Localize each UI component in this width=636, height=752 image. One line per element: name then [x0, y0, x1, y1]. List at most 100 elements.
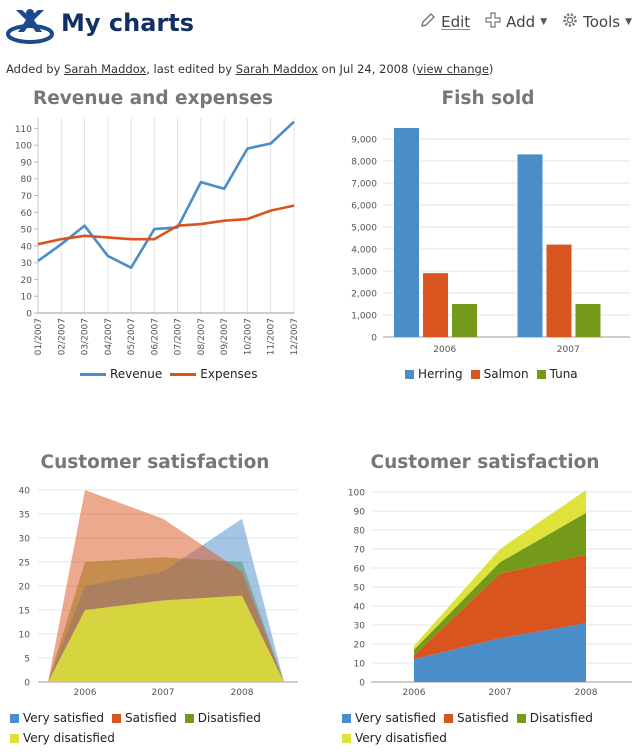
series-line-revenue	[37, 120, 295, 269]
bar-herring-2007	[517, 154, 543, 337]
x-tick-label: 2006	[74, 688, 97, 698]
legend-swatch	[470, 369, 480, 379]
y-tick-label: 4,000	[351, 246, 377, 256]
stacked-area-satisfied	[414, 554, 586, 660]
y-tick-label: 10	[19, 631, 31, 641]
y-tick-label: 50	[21, 226, 33, 236]
y-tick-label: 30	[19, 535, 31, 545]
view-change-link[interactable]: view change	[416, 62, 489, 76]
legend-label: Tuna	[549, 367, 578, 381]
legend-swatch	[170, 372, 197, 376]
edit-button[interactable]: Edit	[419, 10, 470, 34]
bar-tuna-2006	[452, 304, 477, 337]
x-tick-label: 2007	[489, 688, 512, 698]
pencil-icon	[419, 11, 441, 33]
legend-swatch	[10, 733, 19, 743]
plus-icon	[484, 11, 506, 33]
gear-icon	[561, 11, 583, 33]
y-tick-label: 60	[354, 565, 366, 575]
area-disatisfied	[48, 557, 284, 682]
page-toolbar: Edit Add ▼ Tools ▼	[405, 10, 632, 34]
y-tick-label: 50	[354, 584, 366, 594]
legend-item-disatisfied[interactable]: Disatisfied	[184, 708, 261, 728]
x-tick-label: 04/2007	[104, 318, 114, 355]
add-label: Add	[506, 13, 536, 31]
legend-swatch	[342, 733, 351, 743]
legend-item-very-disatisfied[interactable]: Very disatisfied	[10, 728, 115, 748]
legend-item-satisfied[interactable]: Satisfied	[111, 708, 177, 728]
meta-edited-by-text: , last edited by	[146, 62, 236, 76]
page-title: My charts	[61, 9, 194, 37]
y-tick-label: 5,000	[351, 224, 377, 234]
legend-item-salmon[interactable]: Salmon	[470, 364, 529, 384]
meta-suffix: )	[488, 62, 494, 76]
legend-swatch	[184, 713, 194, 723]
y-tick-label: 35	[19, 511, 30, 521]
y-tick-label: 40	[354, 603, 366, 613]
editor-link[interactable]: Sarah Maddox	[235, 62, 318, 76]
y-tick-label: 40	[21, 242, 33, 252]
y-tick-label: 1,000	[351, 312, 377, 322]
tools-menu-button[interactable]: Tools ▼	[561, 10, 632, 34]
stacked-area-very-satisfied	[414, 623, 586, 682]
legend-item-revenue[interactable]: Revenue	[80, 364, 162, 384]
chart-title-satisfaction-overlap: Customer satisfaction	[40, 452, 270, 473]
legend-label: Very disatisfied	[355, 731, 447, 745]
legend-swatch	[405, 369, 414, 379]
legend-item-tuna[interactable]: Tuna	[536, 364, 578, 384]
x-tick-label: 2007	[152, 688, 175, 698]
x-tick-label: 2008	[575, 688, 598, 698]
x-tick-label: 06/2007	[150, 318, 160, 355]
page-metadata: Added by Sarah Maddox, last edited by Sa…	[6, 62, 493, 76]
legend-label: Salmon	[483, 367, 529, 381]
legend-label: Very satisfied	[355, 711, 436, 725]
y-tick-label: 100	[348, 489, 365, 499]
chart-title-revenue: Revenue and expenses	[32, 88, 274, 109]
area-very-disatisfied	[48, 595, 284, 682]
chevron-down-icon: ▼	[625, 17, 632, 27]
legend-item-herring[interactable]: Herring	[405, 364, 463, 384]
x-tick-label: 2006	[403, 688, 426, 698]
legend-revenue-expenses: Revenue Expenses	[80, 364, 265, 384]
bar-herring-2006	[394, 128, 419, 337]
legend-label: Revenue	[110, 367, 163, 381]
legend-item-very-satisfied[interactable]: Very satisfied	[342, 708, 436, 728]
legend-label: Disatisfied	[197, 711, 261, 725]
area-satisfied	[48, 490, 284, 682]
legend-label: Satisfied	[124, 711, 177, 725]
stacked-area-disatisfied	[414, 512, 586, 656]
legend-label: Very disatisfied	[23, 731, 115, 745]
x-tick-label: 03/2007	[81, 318, 91, 355]
y-tick-label: 110	[15, 125, 32, 135]
legend-item-disatisfied[interactable]: Disatisfied	[516, 708, 593, 728]
y-tick-label: 0	[26, 310, 32, 320]
page-header: My charts Edit Add ▼ Tools ▼	[0, 0, 636, 56]
y-tick-label: 20	[19, 583, 31, 593]
legend-fish-sold: Herring Salmon Tuna	[405, 364, 586, 384]
y-tick-label: 6,000	[351, 202, 377, 212]
y-tick-label: 15	[19, 607, 30, 617]
y-tick-label: 25	[19, 559, 30, 569]
author-link[interactable]: Sarah Maddox	[64, 62, 147, 76]
y-tick-label: 70	[354, 546, 366, 556]
legend-item-satisfied[interactable]: Satisfied	[443, 708, 509, 728]
area-very-satisfied	[48, 518, 284, 682]
x-tick-label: 02/2007	[57, 318, 67, 355]
y-tick-label: 20	[21, 276, 33, 286]
x-tick-label: 11/2007	[267, 318, 277, 355]
y-tick-label: 0	[24, 679, 30, 689]
legend-item-expenses[interactable]: Expenses	[170, 364, 257, 384]
legend-item-very-disatisfied[interactable]: Very disatisfied	[342, 728, 447, 748]
y-tick-label: 10	[354, 660, 366, 670]
meta-date-text: on Jul 24, 2008 (	[317, 62, 417, 76]
chart-title-fish: Fish sold	[441, 88, 535, 109]
legend-item-very-satisfied[interactable]: Very satisfied	[10, 708, 104, 728]
y-tick-label: 10	[21, 293, 33, 303]
x-tick-label: 09/2007	[220, 318, 230, 355]
stacked-area-very-disatisfied	[414, 490, 586, 650]
confluence-x-logo[interactable]	[6, 6, 54, 44]
legend-label: Very satisfied	[23, 711, 104, 725]
add-menu-button[interactable]: Add ▼	[484, 10, 547, 34]
legend-label: Satisfied	[456, 711, 509, 725]
y-tick-label: 80	[21, 175, 33, 185]
